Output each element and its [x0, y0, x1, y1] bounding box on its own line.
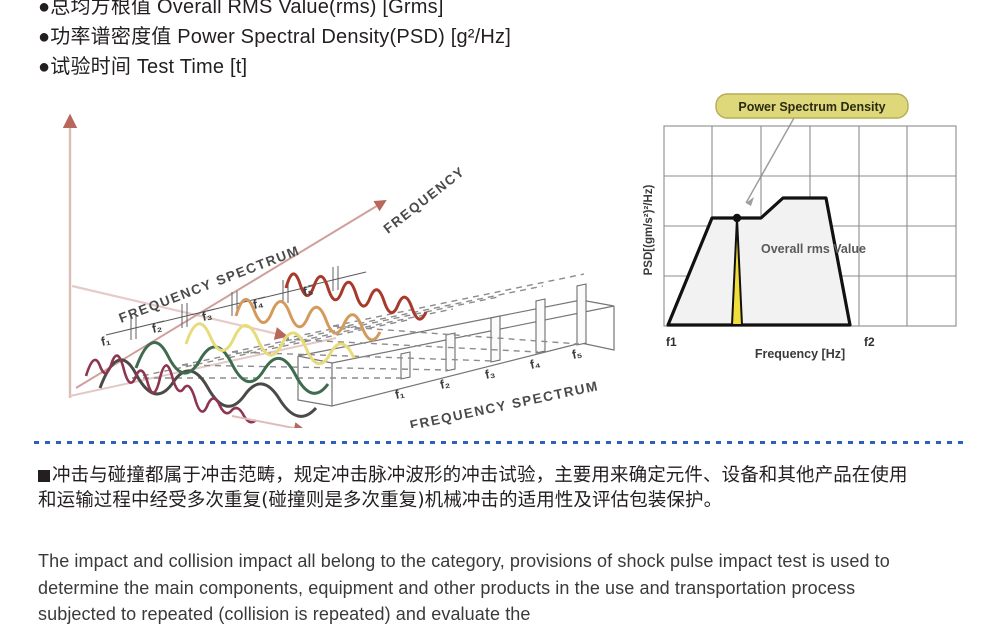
psd-profile-line [666, 196, 852, 327]
wave-f5 [284, 272, 428, 321]
bar-label-f5: f₅ [571, 346, 584, 362]
label-frequency: FREQUENCY [381, 163, 468, 236]
time-signal-trace [84, 354, 257, 424]
wave-label-f3: f₃ [201, 308, 214, 324]
wave-label-f4: f₄ [252, 296, 265, 312]
figure-area: FREQUENCY SPECTRUM FREQUENCY TIME SIGNAL… [36, 88, 964, 428]
component-leader-lines [105, 271, 367, 336]
psd-marker-point [732, 213, 742, 223]
psd-y-axis-label: PSD[(gm/s²)²/Hz) [643, 184, 655, 275]
time-axis [69, 337, 337, 397]
component-tick-marks [130, 266, 339, 340]
psd-chart: Power Spectrum Density [636, 90, 964, 420]
callout-leader-line [745, 117, 795, 204]
spec-bullet-list: ●总均方根值 Overall RMS Value(rms) [Grms] ●功率… [38, 0, 968, 82]
bullet-item-test-time: ●试验时间 Test Time [t] [38, 56, 248, 78]
wave-label-f5: f₅ [302, 283, 315, 299]
psd-x-axis-label: Frequency [Hz] [755, 347, 845, 361]
bullet-item-psd: ●功率谱密度值 Power Spectral Density(PSD) [g²/… [38, 26, 511, 48]
wave-f3 [184, 322, 356, 365]
wave-f2 [134, 341, 330, 395]
psd-callout: Power Spectrum Density [715, 93, 909, 119]
frequency-arrow [75, 199, 387, 389]
psd-xtick-f1: f1 [666, 335, 677, 349]
paragraph-chinese: 冲击与碰撞都属于冲击范畴，规定冲击脉冲波形的冲击试验，主要用来确定元件、设备和其… [38, 463, 918, 513]
bar-label-f3: f₃ [484, 366, 497, 382]
overall-rms-value-label: Overall rms Value [761, 242, 866, 256]
psd-xtick-f2: f2 [864, 335, 875, 349]
bullet-item-overall-rms: ●总均方根值 Overall RMS Value(rms) [Grms] [38, 0, 444, 18]
bar-label-f2: f₂ [439, 376, 451, 392]
bar-label-f1: f₁ [394, 386, 406, 402]
time-signal-arrow [231, 415, 306, 428]
wave-f4 [234, 298, 382, 342]
callout-arrow-head [746, 197, 754, 206]
bar-label-f4: f₄ [529, 356, 542, 372]
section-divider [34, 441, 964, 444]
paragraph-chinese-text: 冲击与碰撞都属于冲击范畴，规定冲击脉冲波形的冲击试验，主要用来确定元件、设备和其… [38, 465, 908, 511]
paragraph-english: The impact and collision impact all belo… [38, 551, 890, 624]
wave-label-f1: f₁ [100, 333, 112, 349]
label-frequency-spectrum-bottom: FREQUENCY SPECTRUM [409, 378, 601, 428]
square-bullet-icon [38, 470, 50, 482]
psd-profile-area [668, 198, 850, 325]
spectral-bars [400, 283, 587, 380]
rms-band-highlight [730, 217, 744, 326]
wave-label-f2: f₂ [151, 320, 163, 336]
wave-f1 [98, 358, 318, 418]
psd-callout-label: Power Spectrum Density [738, 100, 885, 114]
time-signal-frequency-spectrum-diagram: FREQUENCY SPECTRUM FREQUENCY TIME SIGNAL… [36, 88, 628, 428]
